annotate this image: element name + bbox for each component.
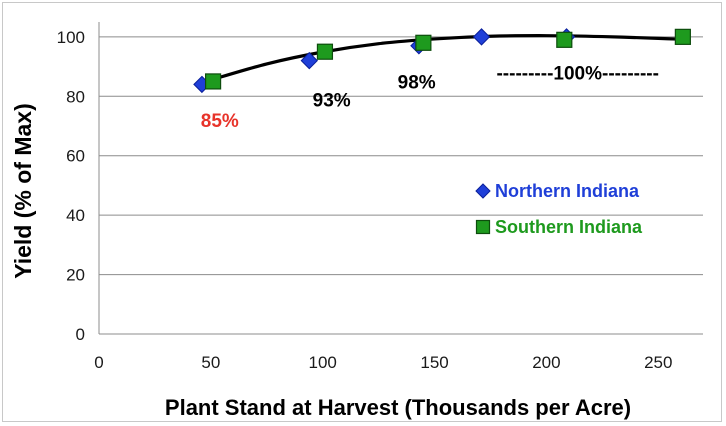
y-tick-label: 80 — [66, 87, 85, 106]
legend-southern-marker — [475, 219, 491, 235]
gridlines — [98, 22, 703, 335]
annotations: 85% 93% 98% ---------100%--------- — [201, 64, 659, 133]
trendline-group — [210, 34, 681, 82]
annotation-label: 93% — [313, 90, 351, 111]
x-tick-labels: 0 50 100 150 200 250 — [94, 353, 672, 372]
data-points — [193, 28, 691, 94]
legend-southern-label: Southern Indiana — [495, 217, 643, 237]
y-tick-label: 20 — [66, 266, 85, 285]
x-tick-label: 250 — [644, 353, 672, 372]
y-tick-labels: 0 20 40 60 80 100 — [57, 28, 85, 344]
x-tick-label: 0 — [94, 353, 103, 372]
y-tick-label: 0 — [76, 325, 85, 344]
annotation-label: ---------100%--------- — [496, 64, 658, 85]
x-tick-label: 150 — [420, 353, 448, 372]
southern-indiana-point — [674, 28, 691, 45]
trendline — [210, 34, 681, 82]
southern-indiana-point — [556, 31, 573, 48]
southern-indiana-point — [316, 43, 334, 60]
northern-indiana-point — [300, 51, 318, 70]
x-tick-label: 200 — [532, 353, 560, 372]
northern-indiana-point — [472, 28, 491, 46]
legend: Northern Indiana Southern Indiana — [475, 181, 643, 237]
chart: 0 20 40 60 80 100 0 50 100 150 200 250 85% 93% 98% --… — [10, 22, 703, 420]
annotation-label: 85% — [201, 111, 239, 132]
annotation-label: 98% — [398, 72, 436, 93]
legend-northern-label: Northern Indiana — [495, 181, 640, 201]
southern-indiana-point — [415, 34, 432, 51]
y-tick-label: 40 — [66, 206, 85, 225]
y-tick-label: 100 — [57, 28, 85, 47]
x-tick-label: 50 — [201, 353, 220, 372]
y-tick-label: 60 — [66, 147, 85, 166]
southern-indiana-point — [204, 73, 222, 90]
legend-northern-marker — [475, 183, 491, 199]
x-tick-label: 100 — [309, 353, 337, 372]
chart-frame: 0 20 40 60 80 100 0 50 100 150 200 250 85% 93% 98% --… — [2, 2, 722, 422]
x-axis-title: Plant Stand at Harvest (Thousands per Ac… — [165, 395, 631, 420]
y-axis-title: Yield (% of Max) — [10, 103, 36, 279]
